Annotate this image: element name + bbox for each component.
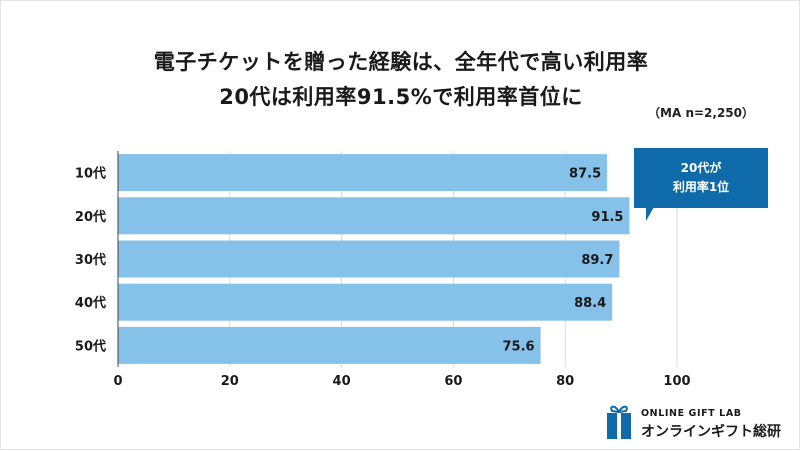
category-label: 10代 (75, 166, 106, 182)
x-tick-label: 20 (221, 374, 239, 389)
callout-line2: 利用率1位 (672, 180, 730, 194)
bar (118, 197, 630, 235)
x-tick-label: 60 (444, 374, 462, 389)
highlight-callout: 20代が 利用率1位 (634, 148, 768, 208)
gift-box-icon (607, 405, 631, 439)
callout-line1: 20代が (680, 161, 722, 175)
chart-title-line2: 20代は利用率91.5%で利用率首位に (219, 85, 583, 109)
x-tick-label: 40 (333, 374, 351, 389)
value-label: 87.5 (569, 167, 601, 182)
brand-name-japanese: オンラインギフト総研 (641, 424, 781, 440)
value-label: 75.6 (503, 339, 535, 354)
value-label: 91.5 (591, 210, 623, 225)
sample-size-note: （MA n=2,250） (648, 106, 754, 120)
brand-name-english: ONLINE GIFT LAB (641, 408, 742, 419)
x-tick-label: 0 (113, 374, 122, 389)
x-tick-label: 100 (663, 374, 690, 389)
chart-title-line1: 電子チケットを贈った経験は、全年代で高い利用率 (153, 50, 649, 74)
bar (118, 154, 608, 192)
value-label: 88.4 (574, 296, 606, 311)
brand-logo: ONLINE GIFT LAB オンラインギフト総研 (605, 403, 795, 443)
bar (118, 326, 541, 364)
bar (118, 240, 620, 278)
callout-tail (646, 207, 662, 221)
category-label: 30代 (75, 252, 106, 268)
category-label: 50代 (75, 338, 106, 354)
bar (118, 283, 613, 321)
category-label: 40代 (75, 295, 106, 311)
category-label: 20代 (75, 209, 106, 225)
value-label: 89.7 (581, 253, 613, 268)
x-tick-label: 80 (556, 374, 574, 389)
